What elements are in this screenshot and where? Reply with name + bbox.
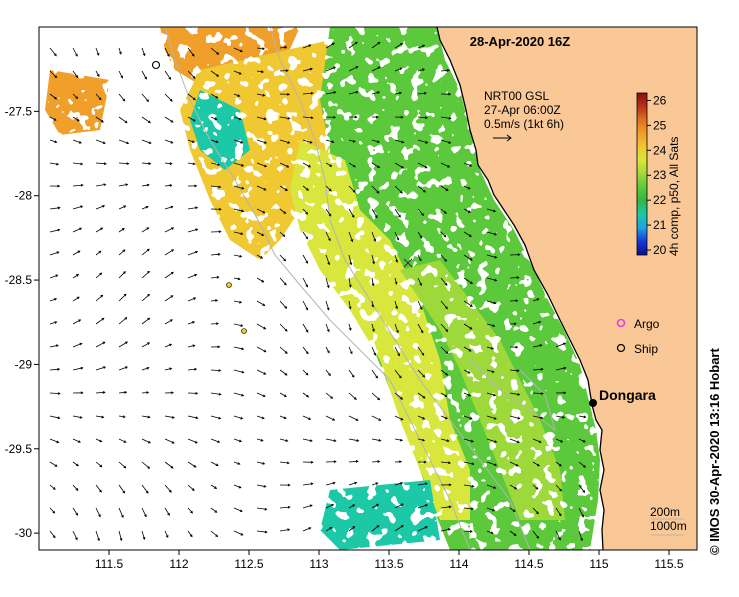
lat-tick-label: -30 bbox=[15, 526, 33, 540]
lon-tick-label: 115.5 bbox=[654, 557, 683, 571]
colorbar-tick-label: 23 bbox=[653, 168, 667, 182]
ship-label: Ship bbox=[634, 342, 658, 356]
lon-tick-label: 112.5 bbox=[234, 557, 263, 571]
lat-tick-label: -28 bbox=[15, 189, 33, 203]
colorbar-tick-label: 24 bbox=[653, 143, 667, 157]
colorbar-label: 4h comp, p50, All Sats bbox=[667, 137, 681, 256]
town-marker-icon bbox=[589, 399, 597, 407]
vector-note-line2: 27-Apr 06:00Z bbox=[484, 103, 561, 117]
vector-note-line3: 0.5m/s (1kt 6h) bbox=[484, 117, 564, 131]
lat-tick-label: -27.5 bbox=[5, 104, 33, 118]
lon-tick-label: 114.5 bbox=[514, 557, 543, 571]
longitude-axis: 111.5 112 112.5 113 113.5 114 114.5 115 115.5 bbox=[95, 550, 684, 571]
colorbar-tick-label: 21 bbox=[653, 218, 667, 232]
lon-tick-label: 112 bbox=[169, 557, 188, 571]
lon-tick-label: 113 bbox=[309, 557, 328, 571]
latitude-axis: -27.5 -28 -28.5 -29 -29.5 -30 bbox=[5, 104, 39, 540]
map-title: 28-Apr-2020 16Z bbox=[470, 34, 570, 49]
lon-tick-label: 111.5 bbox=[95, 557, 124, 571]
colorbar-tick-label: 22 bbox=[653, 193, 667, 207]
vector-note-line1: NRT00 GSL bbox=[484, 89, 549, 103]
lat-tick-label: -29 bbox=[15, 357, 33, 371]
contour-label-1000m: 1000m bbox=[650, 519, 687, 533]
lat-tick-label: -28.5 bbox=[5, 273, 33, 287]
place-label: Dongara bbox=[599, 387, 656, 403]
lon-tick-label: 113.5 bbox=[374, 557, 403, 571]
colorbar-tick-label: 20 bbox=[653, 243, 667, 257]
colorbar-tick-label: 26 bbox=[653, 93, 667, 107]
float-position-icon bbox=[227, 283, 232, 288]
colorbar-tick-label: 25 bbox=[653, 118, 667, 132]
lon-tick-label: 115 bbox=[589, 557, 608, 571]
contour-label-200m: 200m bbox=[650, 505, 680, 519]
credit-text: © IMOS 30-Apr-2020 13:16 Hobart bbox=[707, 348, 722, 555]
lon-tick-label: 114 bbox=[449, 557, 468, 571]
float-position-icon bbox=[242, 329, 247, 334]
colorbar-gradient bbox=[637, 93, 647, 255]
argo-label: Argo bbox=[634, 317, 660, 331]
lat-tick-label: -29.5 bbox=[5, 442, 33, 456]
